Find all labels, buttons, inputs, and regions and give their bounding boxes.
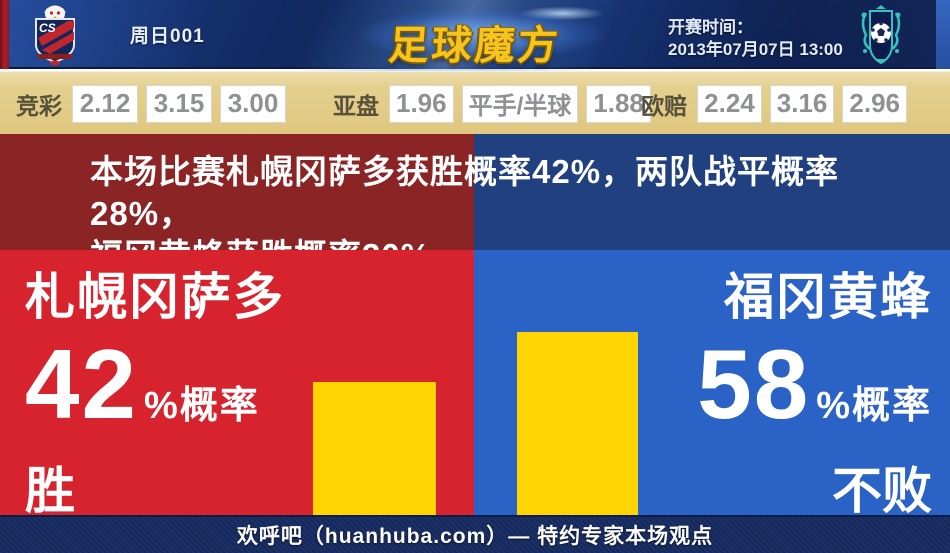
- header-left-accent: [0, 0, 9, 69]
- prediction-band-red-half: [0, 134, 474, 250]
- away-outcome: 不败: [832, 463, 932, 519]
- footer-text: 欢呼吧（huanhuba.com）— 特约专家本场观点: [236, 525, 714, 548]
- kickoff-label: 开赛时间：: [668, 18, 753, 37]
- probability-panels: 札幌冈萨多 42 %概率 胜 福冈黄蜂 58 %概率 不败: [0, 250, 950, 519]
- home-probability-bar: [313, 382, 436, 515]
- prediction-text: 本场比赛札幌冈萨多获胜概率42%，两队战平概率28%， 福冈黄蜂获胜概率30%。: [90, 151, 930, 277]
- kickoff-datetime: 2013年07月07日 13:00: [668, 40, 843, 59]
- yapan-home-odds: 1.96: [389, 84, 454, 123]
- brand-glow: [320, 0, 630, 67]
- home-probability-value: 42: [25, 329, 139, 439]
- odds-bar: 竞彩 2.12 3.15 3.00 亚盘 1.96 平手/半球 1.88 欧赔 …: [0, 71, 950, 134]
- prediction-band: 本场比赛札幌冈萨多获胜概率42%，两队战平概率28%， 福冈黄蜂获胜概率30%。: [0, 134, 950, 274]
- oupei-draw-odds: 3.16: [769, 84, 835, 123]
- oupei-away-odds: 2.96: [842, 84, 907, 123]
- away-panel: 福冈黄蜂 58 %概率 不败: [697, 250, 932, 519]
- site-logo-text: 足球魔方: [387, 24, 563, 68]
- match-code: 周日001: [130, 26, 205, 47]
- prediction-line-1: 本场比赛札幌冈萨多获胜概率42%，两队战平概率28%，: [90, 153, 840, 232]
- oupei-label: 欧赔: [641, 92, 688, 119]
- jingcai-home-odds: 2.12: [72, 84, 138, 123]
- jingcai-draw-odds: 3.15: [146, 84, 212, 123]
- header-right-accent: [936, 0, 950, 69]
- odds-group-jingcai: 竞彩 2.12 3.15 3.00: [16, 72, 286, 135]
- away-probability-bar: [517, 332, 638, 515]
- home-probability-row: 42 %概率: [25, 334, 285, 456]
- consadole-sapporo-crest-icon: CS: [35, 5, 75, 66]
- odds-group-yapan: 亚盘 1.96 平手/半球 1.88: [333, 72, 651, 135]
- jingcai-label: 竞彩: [16, 92, 62, 119]
- avispa-fukuoka-crest-icon: [861, 5, 901, 65]
- away-team-name: 福冈黄蜂: [724, 269, 932, 325]
- match-header: CS 周日001 足球魔方 开赛时间： 2013年07月07日 13:00: [0, 0, 950, 90]
- prediction-band-blue-half: [474, 134, 950, 250]
- home-team-crest: CS: [28, 4, 82, 71]
- home-probability-suffix: %概率: [144, 385, 260, 427]
- site-brand: 足球魔方: [320, 0, 630, 68]
- footer: 欢呼吧（huanhuba.com）— 特约专家本场观点: [0, 515, 950, 553]
- svg-text:CS: CS: [39, 21, 56, 35]
- jingcai-away-odds: 3.00: [220, 84, 286, 123]
- away-probability-value: 58: [697, 329, 811, 439]
- home-outcome: 胜: [25, 463, 75, 519]
- home-team-name: 札幌冈萨多: [25, 269, 285, 325]
- away-probability-row: 58 %概率: [697, 334, 932, 456]
- away-team-crest: [852, 3, 910, 72]
- odds-group-oupei: 欧赔 2.24 3.16 2.96: [641, 72, 907, 135]
- kickoff-time-block: 开赛时间： 2013年07月07日 13:00: [668, 17, 843, 61]
- oupei-home-odds: 2.24: [697, 84, 762, 123]
- yapan-handicap: 平手/半球: [461, 84, 579, 123]
- home-panel: 札幌冈萨多 42 %概率 胜: [25, 250, 285, 519]
- yapan-away-odds: 1.88: [586, 84, 651, 123]
- away-probability-suffix: %概率: [816, 385, 932, 427]
- yapan-label: 亚盘: [333, 92, 379, 119]
